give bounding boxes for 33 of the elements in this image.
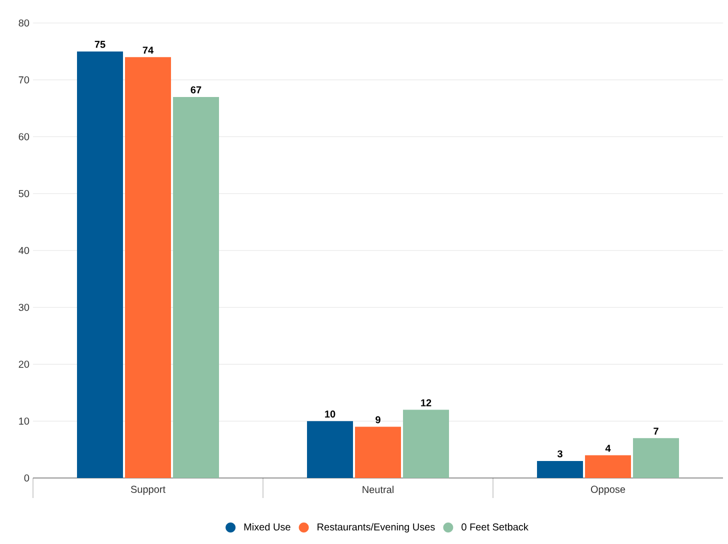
y-tick-label: 60: [18, 133, 30, 140]
y-tick-label: 30: [18, 304, 30, 311]
x-tick-label: Support: [130, 486, 166, 495]
data-label: 67: [190, 86, 202, 94]
data-label: 75: [94, 40, 106, 48]
data-label: 4: [605, 444, 611, 452]
bar: [633, 438, 680, 478]
y-tick-label: 20: [18, 360, 30, 368]
legend-label: 0 Feet Setback: [462, 523, 528, 530]
data-label: 12: [421, 399, 432, 406]
data-label: 10: [325, 410, 336, 418]
y-tick-label: 80: [18, 19, 30, 27]
x-tick-label: Oppose: [590, 486, 626, 495]
y-tick-label: 10: [19, 418, 30, 425]
bar: [173, 96, 219, 478]
bar: [537, 460, 584, 478]
bar: [77, 51, 124, 478]
data-label: 7: [654, 428, 658, 435]
data-label: 74: [142, 46, 154, 54]
y-tick-label: 0: [24, 474, 30, 482]
bar: [307, 421, 354, 478]
bar: [125, 57, 172, 478]
data-label: 9: [376, 416, 380, 424]
bar: [585, 455, 632, 478]
data-label: 3: [557, 450, 562, 458]
x-tick-label: Neutral: [362, 486, 394, 494]
y-tick-label: 50: [18, 190, 30, 198]
bar: [403, 410, 449, 478]
y-tick-label: 70: [18, 76, 30, 84]
y-tick-label: 40: [18, 246, 30, 254]
legend-label: Restaurants/Evening Uses: [318, 523, 435, 532]
legend-label: Mixed Use: [244, 523, 290, 530]
bar: [355, 426, 401, 478]
